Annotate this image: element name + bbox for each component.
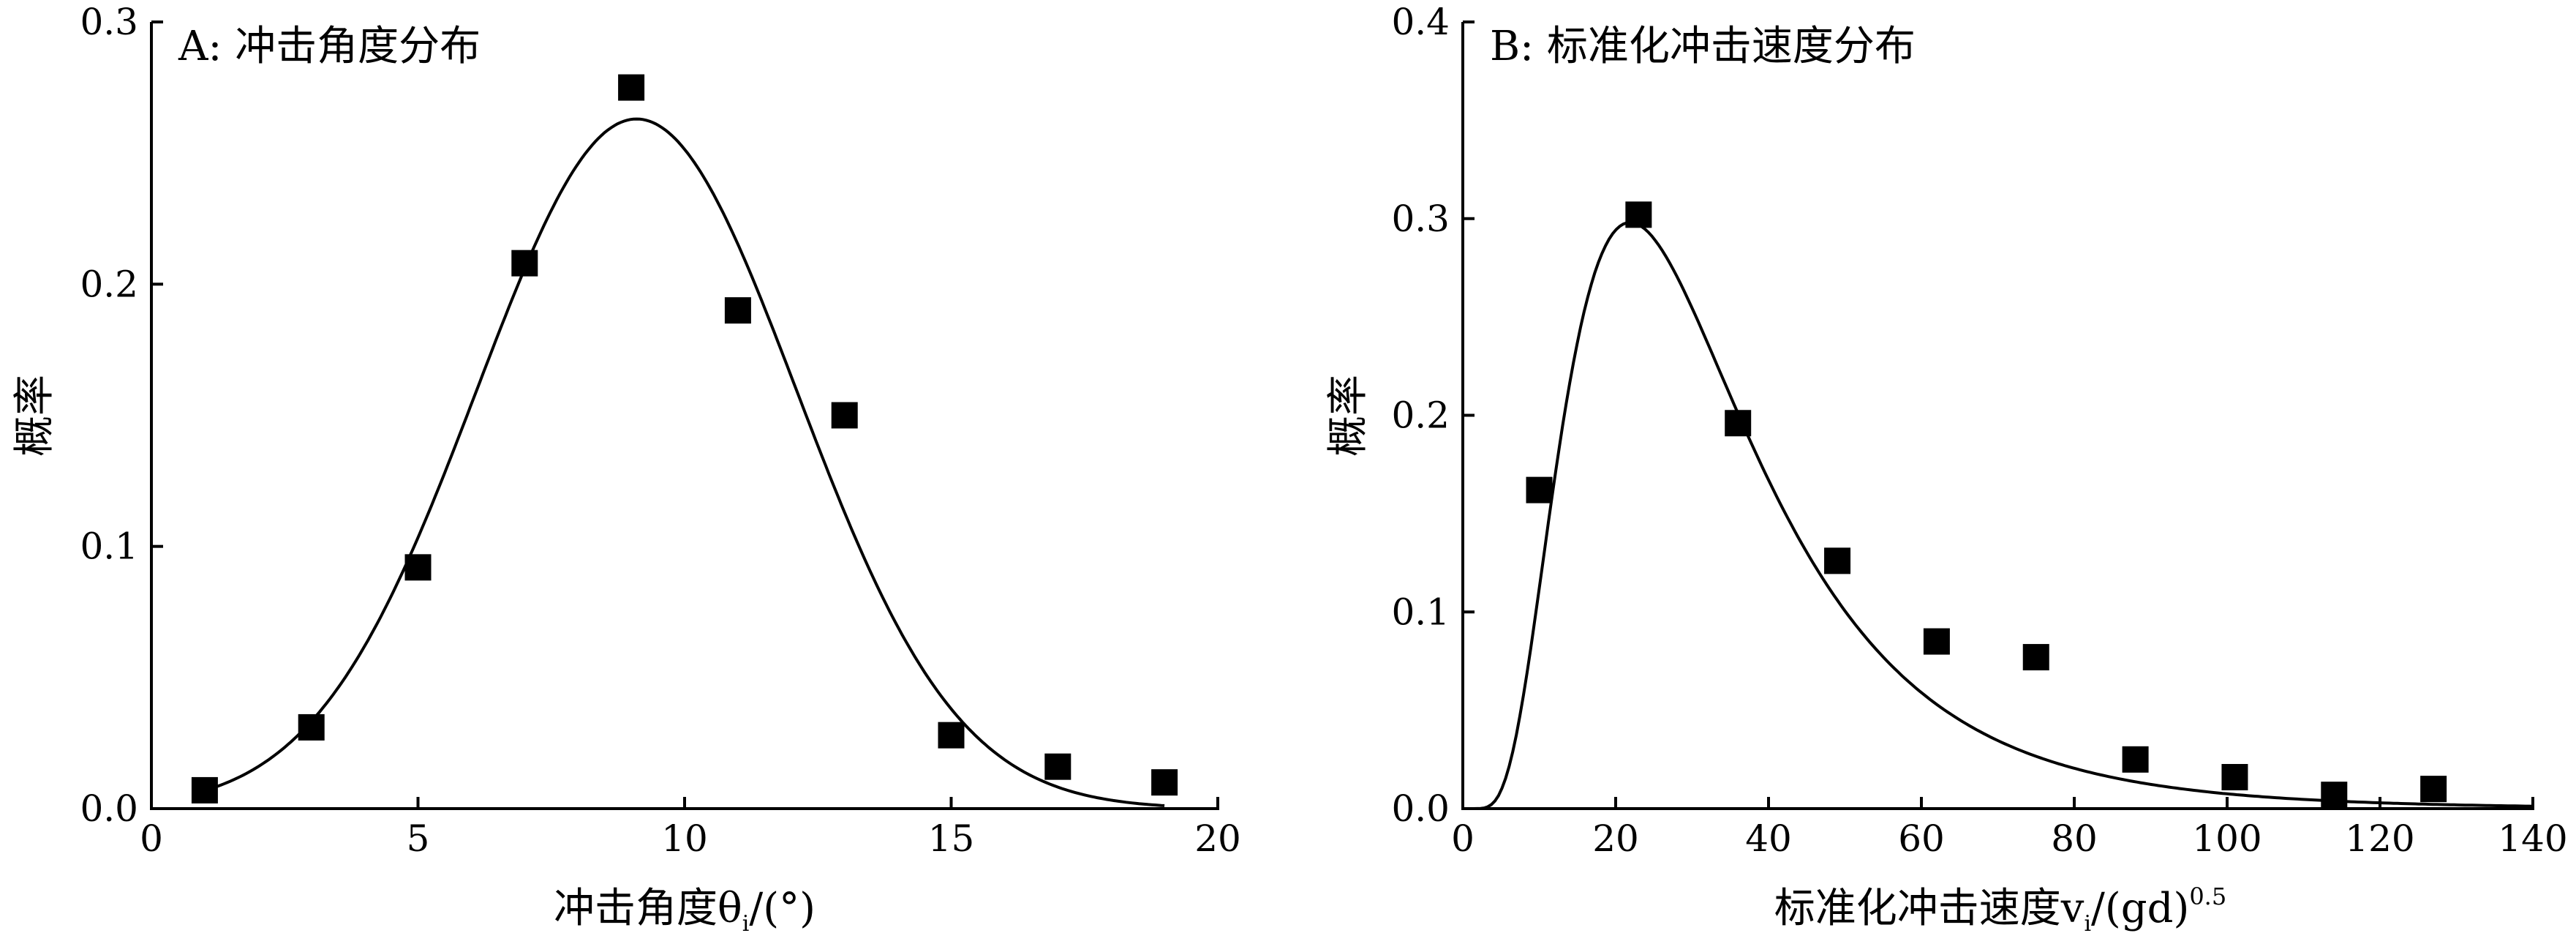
panel-a-y-tick-label: 0.2 [80,263,138,305]
panel-a-x-label: 冲击角度θi/(°) [554,885,816,937]
panel-a-data-point [404,554,432,581]
panel-a-y-ticks: 0.0 0.1 0.2 0.3 [80,1,163,830]
panel-b-y-tick-label: 0.1 [1391,591,1450,633]
panel-b-y-tick-label: 0.0 [1391,787,1450,830]
panel-b-x-label-sup: 0.5 [2189,883,2226,910]
panel-a-fit-curve [204,117,1165,807]
panel-b-x-tick-label: 100 [2192,817,2261,860]
panel-a-title: A: 冲击角度分布 [178,23,481,70]
panel-b-x-tick-label: 0 [1451,817,1475,860]
panel-b-data-point [1824,547,1851,574]
panel-a-data-point [1044,753,1072,780]
panel-b-y-tick-label: 0.3 [1391,198,1450,240]
panel-b-y-ticks: 0.0 0.1 0.2 0.3 0.4 [1391,1,1475,830]
panel-b-data-point [1625,201,1652,228]
panel-a-data-point [618,74,645,101]
panel-a-data-point [724,297,751,324]
panel-b-x-ticks: 0 20 40 60 80 100 120 140 [1451,797,2568,860]
panel-a-y-label: 概率 [11,375,59,457]
panel-a-data-point [1151,769,1178,796]
panel-b-x-label-tail: /(gd) [2091,885,2189,932]
panel-a-x-tick-label: 0 [140,817,163,860]
panel-a-x-tick-label: 5 [407,817,430,860]
panel-a-data-point [511,250,538,277]
panel-a-x-ticks: 0 5 10 15 20 [140,797,1241,860]
panel-b-data-point [1725,410,1752,437]
panel-a-data-point [831,402,858,429]
panel-a-y-tick-label: 0.0 [80,787,138,830]
panel-b-y-label: 概率 [1325,375,1372,457]
panel-a-data-point [298,713,325,741]
panel-b-x-tick-label: 60 [1898,817,1945,860]
panel-a-data-points [191,74,1178,803]
panel-b-x-tick-label: 40 [1745,817,1792,860]
panel-a: 0 5 10 15 20 0.0 0.1 0.2 0.3 A: 冲击角度分布 概率 冲击角度θ… [11,1,1241,937]
panel-a-x-tick-label: 15 [928,817,975,860]
panel-b-x-tick-label: 140 [2498,817,2567,860]
panel-b-x-tick-label: 120 [2345,817,2414,860]
panel-a-y-tick-label: 0.1 [80,525,138,568]
panel-b-data-point [2022,644,2049,671]
panel-b-data-point [1923,628,1950,655]
panel-a-data-point [938,722,965,749]
panel-a-x-label-sub: i [742,911,750,937]
panel-a-x-label-main: 冲击角度θ [554,885,742,932]
panel-b-x-tick-label: 20 [1592,817,1639,860]
panel-b-x-tick-label: 80 [2051,817,2098,860]
panel-b-x-label-sub: i [2084,911,2091,937]
panel-b-title: B: 标准化冲击速度分布 [1490,23,1916,70]
panel-b-fit-curve [1463,220,2534,810]
panel-b-data-point [2420,776,2447,803]
panel-b-data-point [2221,764,2248,790]
panel-b: 0 20 40 60 80 100 120 140 0.0 0.1 0.2 0.3 0.4 B: 标准… [1325,1,2568,937]
panel-b-data-points [1526,201,2447,809]
panel-b-data-point [1526,476,1553,503]
panel-b-data-point [2321,782,2348,809]
panel-b-data-point [2122,746,2149,773]
panel-a-x-tick-label: 10 [661,817,708,860]
panel-a-x-label-tail: /(°) [749,885,816,932]
panel-b-y-tick-label: 0.2 [1391,394,1450,437]
panel-b-x-label-main: 标准化冲击速度v [1774,885,2084,932]
panel-a-axes [150,22,1219,810]
panel-b-axes [1461,22,2534,810]
panel-a-data-point [191,776,218,803]
panel-a-x-tick-label: 20 [1194,817,1241,860]
panel-a-y-tick-label: 0.3 [80,1,138,43]
panel-b-y-tick-label: 0.4 [1391,1,1450,43]
panel-b-x-label: 标准化冲击速度vi/(gd)0.5 [1774,883,2226,937]
